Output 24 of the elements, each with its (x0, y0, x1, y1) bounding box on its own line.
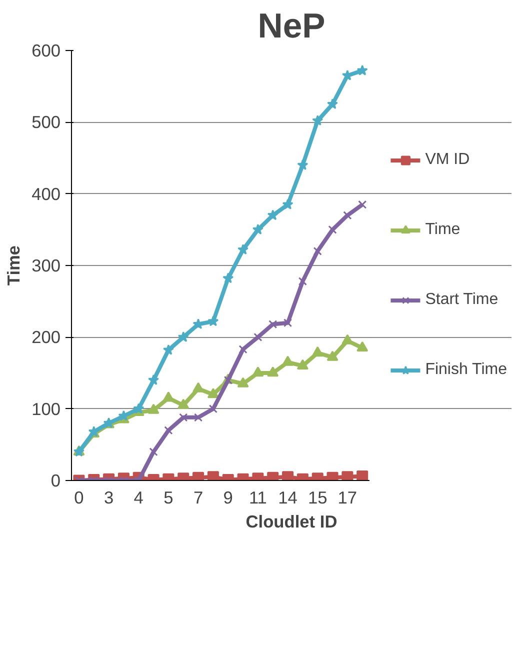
legend-label: Start Time (425, 291, 498, 309)
y-tick-label: 100 (32, 398, 61, 419)
y-tick-label: 300 (32, 256, 61, 276)
y-tick-label: 200 (32, 327, 61, 348)
x-tick-label: 3 (104, 488, 114, 508)
y-tick-label: 400 (32, 184, 61, 204)
legend-label: Finish Time (425, 361, 507, 379)
x-tick-label: 11 (248, 488, 267, 508)
y-tick-label: 600 (32, 40, 61, 60)
y-tick-label: 500 (32, 112, 61, 132)
x-axis-title: Cloudlet ID (246, 512, 338, 532)
x-tick-label: 0 (74, 488, 84, 508)
x-tick-label: 15 (308, 488, 328, 508)
legend-label: Time (425, 221, 460, 239)
x-tick-label: 17 (338, 488, 358, 508)
legend-label: VM ID (425, 151, 470, 169)
x-tick-label: 4 (134, 488, 144, 508)
x-tick-label: 5 (164, 488, 174, 508)
x-tick-label: 14 (278, 488, 298, 508)
chart-title: NeP (258, 8, 326, 46)
x-tick-label: 7 (193, 488, 204, 508)
y-tick-label: 0 (50, 470, 61, 490)
y-axis-title: Time (4, 245, 24, 286)
x-tick-label: 9 (223, 488, 233, 508)
